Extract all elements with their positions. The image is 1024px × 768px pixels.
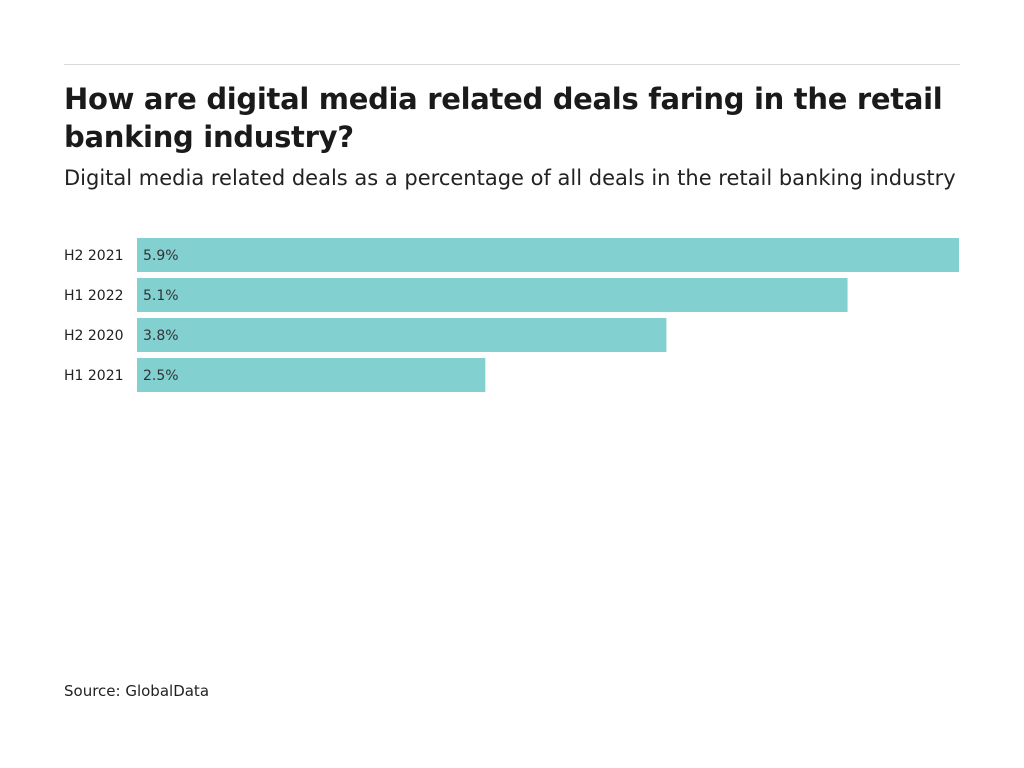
data-label: 5.9% [143, 248, 179, 264]
bar [137, 238, 959, 272]
top-rule [64, 64, 960, 65]
data-label: 5.1% [143, 288, 179, 304]
data-label: 3.8% [143, 328, 179, 344]
source-note: Source: GlobalData [64, 682, 210, 700]
bar [137, 318, 667, 352]
bar [137, 358, 486, 392]
category-label: H2 2021 [64, 248, 124, 264]
category-label: H1 2021 [64, 368, 124, 384]
category-label: H2 2020 [64, 328, 124, 344]
chart-subtitle: Digital media related deals as a percent… [64, 166, 956, 190]
chart-title: How are digital media related deals fari… [64, 82, 943, 154]
data-label: 2.5% [143, 368, 179, 384]
category-label: H1 2022 [64, 288, 124, 304]
bar [137, 278, 848, 312]
bar-chart: H2 2021 5.9% H1 2022 5.1% H2 2020 3.8% H1 2021… [64, 238, 959, 392]
